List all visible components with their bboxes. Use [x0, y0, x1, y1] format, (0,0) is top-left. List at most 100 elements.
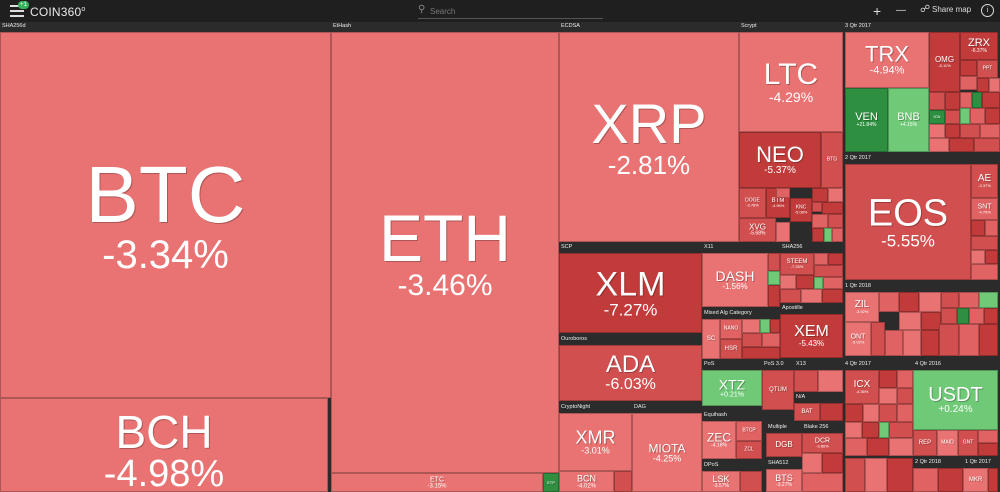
coin-tile-zrx[interactable]: ZRX -6.37% — [960, 32, 998, 60]
coin-symbol: LTC — [763, 58, 819, 91]
coin-tile-ada[interactable]: ADA -6.03% — [559, 345, 702, 401]
coin-tile-gnt[interactable]: GNT — [958, 430, 978, 456]
search-box[interactable]: ⚲ — [418, 4, 603, 19]
zoom-out-button[interactable]: — — [896, 5, 906, 16]
coin-tile-sc[interactable]: SC — [702, 319, 720, 359]
coin-tile-qtum[interactable]: QTUM — [762, 370, 794, 410]
coin-symbol: ZCL — [744, 446, 754, 453]
coin-tile-eos[interactable]: EOS -5.55% — [845, 164, 971, 280]
coin-tile-zcl[interactable]: ZCL — [736, 441, 762, 459]
group-label-q2-2018: 2 Qtr 2018 — [913, 458, 963, 468]
coin-tile-dash[interactable]: DASH -1.56% — [702, 253, 768, 307]
coin-tile-snt[interactable]: SNT -4.79% — [971, 198, 998, 220]
coin-symbol: DOGE — [745, 197, 760, 204]
coin-symbol: BCN — [576, 473, 596, 483]
coin-tile-bts[interactable]: BTS -3.27% — [766, 469, 802, 492]
small-coins-mosaic — [776, 188, 843, 242]
coin-symbol: ZRX — [968, 37, 990, 49]
coin-tile-btcp[interactable]: BTCP — [736, 421, 762, 441]
group-label-x11: X11 — [702, 243, 780, 253]
coin-tile-doge[interactable]: DOGE -3.78% — [739, 188, 766, 218]
small-coins-mosaic — [978, 430, 998, 456]
share-map-button[interactable]: ☍ Share map — [920, 4, 972, 15]
app-logo[interactable]: COIN360o — [30, 5, 86, 19]
coin-change: -5.37% — [764, 165, 796, 176]
coin-symbol: SNT — [977, 203, 992, 211]
coin-symbol: LSK — [712, 473, 730, 484]
coin-tile-icx[interactable]: ICX -4.36% — [845, 370, 879, 404]
menu-icon[interactable] — [10, 5, 24, 17]
group-label-x13: X13 — [794, 360, 843, 370]
coin-tile-xem[interactable]: XEM -5.43% — [780, 314, 843, 358]
coin-tile-ont[interactable]: ONT -5.02% — [845, 322, 871, 356]
coin-tile-xmr[interactable]: XMR -3.01% — [559, 413, 632, 471]
coin-tile-maid[interactable]: MAID — [937, 430, 958, 456]
coin-tile-bch[interactable]: BCH -4.98% — [0, 398, 328, 492]
coin-tile-ven[interactable]: VEN +21.84% — [845, 88, 888, 152]
coin-change: -3.15% — [427, 483, 447, 489]
notification-badge: +1 — [18, 1, 29, 9]
coin-tile-trx[interactable]: TRX -4.94% — [845, 32, 929, 88]
coin-symbol: BAT — [801, 409, 813, 415]
coin-tile-eth[interactable]: ETH -3.46% — [331, 32, 559, 473]
coin-symbol: PPT — [982, 65, 993, 72]
zoom-in-button[interactable]: + — [873, 3, 882, 19]
group-label-scrypt: Scrypt — [739, 22, 843, 32]
small-coins-mosaic — [614, 471, 632, 492]
coin-tile-bcn[interactable]: BCN -4.02% — [559, 471, 614, 492]
info-icon[interactable]: i — [981, 4, 994, 17]
coin-tile-bnb[interactable]: BNB +4.15% — [888, 88, 929, 152]
coin-tile-nano[interactable]: NANO — [720, 319, 742, 339]
coin-change: -4.25% — [652, 453, 682, 463]
coin-tile-mkr[interactable]: MKR — [963, 468, 988, 492]
coin-tile-hsr[interactable]: HSR — [720, 339, 742, 359]
group-label-na: N/A — [794, 393, 843, 403]
coin-symbol: ETH — [379, 200, 511, 275]
search-input[interactable] — [430, 4, 600, 18]
coin-tile-xlm[interactable]: XLM -7.27% — [559, 253, 702, 333]
coin-tile-ltc[interactable]: LTC -4.29% — [739, 32, 843, 132]
small-coins-mosaic — [971, 220, 998, 280]
small-coins-mosaic — [740, 471, 762, 492]
coin-tile-zec[interactable]: ZEC -4.18% — [702, 421, 736, 459]
coin-tile-ae[interactable]: AE -3.37% — [971, 164, 998, 198]
coin-tile-usdt[interactable]: USDT +0.24% — [913, 370, 998, 430]
coin-change: -4.79% — [978, 209, 991, 215]
coin-tile-xtz[interactable]: XTZ +0.21% — [702, 370, 762, 406]
coin-symbol: NEO — [756, 142, 804, 167]
coin-change: -6.37% — [971, 48, 987, 54]
coin-change: +4.15% — [899, 122, 918, 128]
coin-tile-ppt[interactable]: PPT — [977, 60, 998, 78]
top-toolbar: +1 COIN360o ⚲ + — ☍ Share map i — [0, 0, 1000, 23]
coin-tile-icn[interactable]: ICN — [929, 110, 945, 124]
coin-change: -6.03% — [605, 376, 656, 393]
coin-tile-miota[interactable]: MIOTA -4.25% — [632, 413, 702, 492]
coin-tile-steem[interactable]: STEEM -7.25% — [780, 253, 814, 275]
coin-tile-dcr[interactable]: DCR -3.86% — [802, 433, 843, 453]
coin-change: -7.25% — [790, 264, 804, 269]
group-label-q4-2016: 4 Qtr 2016 — [913, 360, 1000, 370]
coin-tile-btg[interactable]: BTG — [821, 132, 843, 188]
coin-tile-xvg[interactable]: XVG -5.68% — [739, 218, 776, 242]
coin-tile-bat[interactable]: BAT — [794, 403, 820, 421]
coin-symbol: XVG — [749, 222, 766, 232]
coin-tile-btc[interactable]: BTC -3.34% — [0, 32, 331, 398]
coin-tile-neo[interactable]: NEO -5.37% — [739, 132, 821, 188]
small-coins-mosaic — [794, 370, 843, 392]
share-map-label: Share map — [932, 5, 972, 14]
coin-tile-omg[interactable]: OMG -5.11% — [929, 32, 960, 92]
logo-text: COIN360 — [30, 5, 82, 19]
coin-tile-etp[interactable]: ETP — [543, 473, 559, 492]
coin-change: -4.95% — [771, 203, 785, 208]
coin-tile-knc[interactable]: KNC -5.08% — [790, 198, 812, 222]
coin-symbol: ZIL — [854, 299, 870, 310]
coin-tile-xrp[interactable]: XRP -2.81% — [559, 32, 739, 242]
coin-tile-lsk[interactable]: LSK -3.57% — [702, 471, 740, 492]
coin-tile-rep[interactable]: REP — [913, 430, 937, 456]
group-label-q1-2017: 1 Qtr 2017 — [963, 458, 1000, 468]
group-label-ethash: EtHash — [331, 22, 559, 32]
coin-tile-etc[interactable]: ETC -3.15% — [331, 473, 543, 492]
coin-tile-dgb[interactable]: DGB — [766, 433, 802, 457]
coin-symbol: USDT — [928, 384, 983, 406]
coin-tile-zil[interactable]: ZIL -3.92% — [845, 292, 879, 322]
